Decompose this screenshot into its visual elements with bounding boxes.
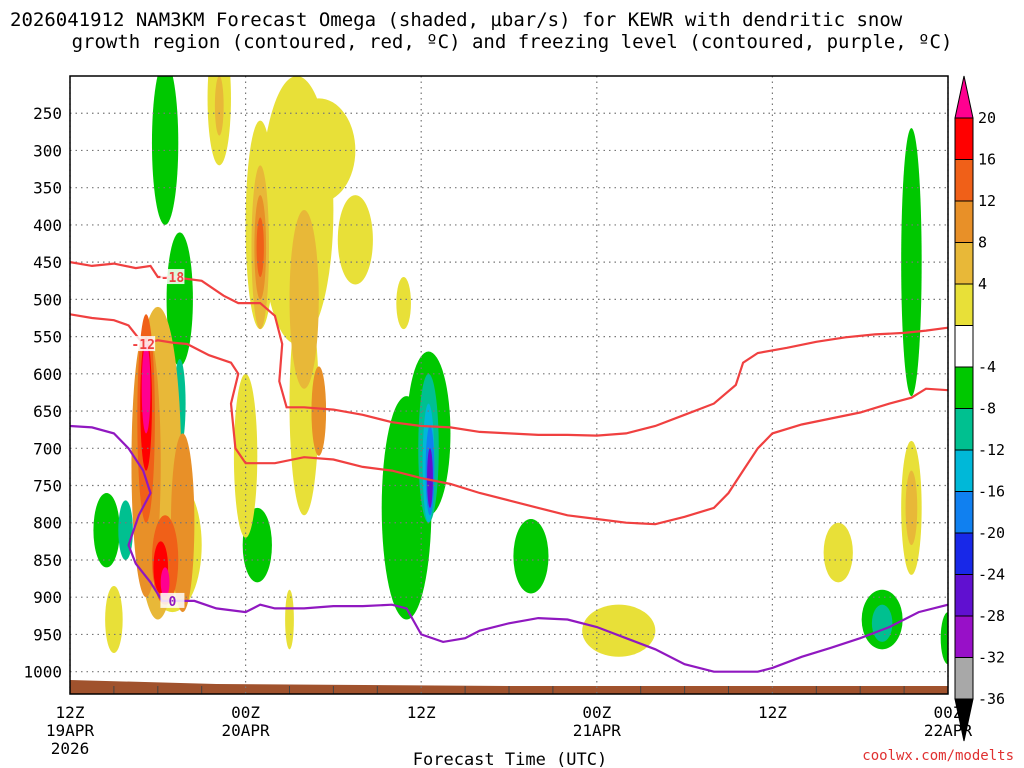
- y-tick-label-700: 700: [33, 439, 62, 458]
- omega-region--4-7: [513, 519, 549, 594]
- colorbar-box-8: [954, 449, 974, 492]
- colorbar-label--36: -36: [978, 690, 1005, 708]
- x-tick-label-24-1: 12Z: [407, 703, 436, 722]
- contours: -18 -12 0: [70, 261, 948, 673]
- y-tick-label-850: 850: [33, 551, 62, 570]
- colorbar-box-9: [954, 491, 974, 534]
- contour-label-bg-0: [160, 269, 185, 285]
- colorbar: 20 16 12 8 4 -4 -8 -12 -16 -20 -24 -28 -32 -36: [954, 75, 1005, 742]
- x-tick-label-48-1: 12Z: [758, 703, 787, 722]
- x-tick-label-12-2: 20APR: [222, 721, 271, 740]
- omega-region-8-36: [905, 470, 918, 546]
- colorbar-label--20: -20: [978, 524, 1005, 542]
- omega-region-4-30: [823, 522, 853, 583]
- colorbar-label--28: -28: [978, 607, 1005, 625]
- colorbar-label--32: -32: [978, 649, 1005, 667]
- y-tick-label-1000: 1000: [23, 663, 62, 682]
- x-tick-label-0-3: 2026: [51, 739, 90, 758]
- y-tick-label-250: 250: [33, 104, 62, 123]
- colorbar-box-11: [954, 574, 974, 617]
- colorbar-label--24: -24: [978, 566, 1005, 584]
- omega-region->20-46: [141, 344, 151, 434]
- colorbar-box-2: [954, 200, 974, 243]
- omega-shading: [93, 76, 948, 665]
- colorbar-box-12: [954, 615, 974, 658]
- colorbar-label-8: 8: [978, 234, 987, 252]
- plot-frame: [69, 75, 949, 695]
- x-tick-label-36-1: 00Z: [582, 703, 611, 722]
- contour-line-0: [70, 261, 948, 437]
- x-tick-label-0-1: 12Z: [56, 703, 85, 722]
- contour-label-1: -12: [131, 338, 154, 353]
- colorbar-box-13: [954, 657, 974, 700]
- x-tick-label-0-2: 19APR: [46, 721, 95, 740]
- colorbar-box-0: [954, 117, 974, 160]
- contour-label-bg-2: [160, 592, 185, 608]
- colorbar-label-4: 4: [978, 275, 987, 293]
- omega-region-8-34: [289, 210, 319, 389]
- x-tick-label-12-1: 00Z: [231, 703, 260, 722]
- omega-region->20-47: [160, 567, 170, 598]
- axes: 250 300 350 400 450 500 550 600 650 700 750 800 850 9…: [23, 75, 972, 758]
- colorbar-box-5: [954, 325, 974, 368]
- contour-label-2: 0: [169, 595, 177, 610]
- colorbar-box-1: [954, 159, 974, 202]
- plot-area: -18 -12 0: [69, 76, 949, 694]
- y-tick-label-800: 800: [33, 514, 62, 533]
- omega-region-16-41: [256, 217, 264, 278]
- colorbar-label-16: 16: [978, 151, 996, 169]
- omega-region-4-25: [396, 277, 411, 330]
- grid: [69, 76, 949, 694]
- y-tick-label-450: 450: [33, 253, 62, 272]
- y-tick-label-750: 750: [33, 477, 62, 496]
- omega-region--8-14: [871, 604, 893, 642]
- colorbar-box-6: [954, 366, 974, 409]
- omega-region--4-0: [151, 76, 179, 225]
- colorbar-label--12: -12: [978, 441, 1005, 459]
- x-tick-label-36-2: 21APR: [573, 721, 622, 740]
- colorbar-label-12: 12: [978, 192, 996, 210]
- colorbar-bottom-arrow: [954, 698, 974, 742]
- y-tick-label-950: 950: [33, 625, 62, 644]
- x-tick-label-60-1: 00Z: [934, 703, 963, 722]
- y-tick-label-500: 500: [33, 290, 62, 309]
- contour-label-0: -18: [161, 271, 185, 286]
- colorbar-label--4: -4: [978, 358, 996, 376]
- contour-line-2: [70, 424, 948, 673]
- y-tick-label-900: 900: [33, 588, 62, 607]
- colorbar-box-4: [954, 283, 974, 326]
- y-tick-label-350: 350: [33, 179, 62, 198]
- colorbar-box-7: [954, 408, 974, 451]
- x-axis-label: Forecast Time (UTC): [413, 750, 607, 768]
- colorbar-top-arrow: [954, 75, 974, 119]
- omega-region-4-22: [337, 195, 373, 285]
- omega-region--4-10: [940, 612, 948, 665]
- omega-region--4-8: [901, 128, 922, 397]
- chart-title-line-1: 2026041912 NAM3KM Forecast Omega (shaded…: [10, 9, 903, 31]
- credit-text: coolwx.com/modelts: [862, 748, 1014, 764]
- contour-label-bg-1: [131, 336, 156, 352]
- colorbar-label--8: -8: [978, 400, 996, 418]
- y-tick-label-300: 300: [33, 141, 62, 160]
- omega-region--24-17: [427, 448, 433, 508]
- omega-region-4-28: [285, 589, 294, 650]
- y-tick-label-600: 600: [33, 365, 62, 384]
- y-tick-label-650: 650: [33, 402, 62, 421]
- y-tick-label-550: 550: [33, 328, 62, 347]
- omega-region--4-3: [93, 492, 120, 568]
- y-tick-label-400: 400: [33, 216, 62, 235]
- colorbar-label--16: -16: [978, 483, 1005, 501]
- colorbar-box-10: [954, 532, 974, 575]
- omega-region-8-32: [214, 76, 224, 136]
- contour-line-1: [70, 313, 948, 526]
- omega-region--4-1: [166, 232, 193, 367]
- omega-region-4-27: [105, 586, 123, 654]
- chart-title-line-2: growth region (contoured, red, ºC) and f…: [72, 31, 953, 53]
- colorbar-label-20: 20: [978, 109, 996, 127]
- omega-region-4-29: [582, 604, 656, 657]
- colorbar-box-3: [954, 242, 974, 285]
